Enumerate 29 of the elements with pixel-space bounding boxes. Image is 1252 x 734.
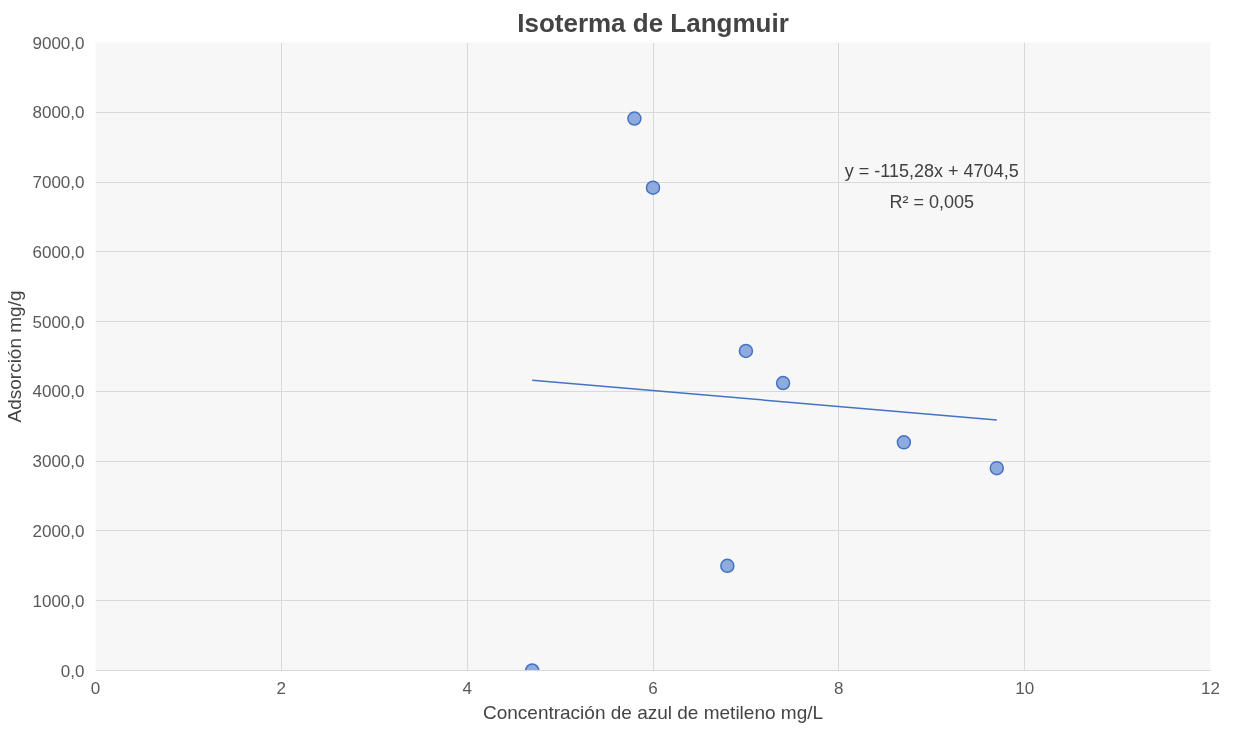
chart-title: Isoterma de Langmuir	[517, 7, 789, 38]
point	[738, 343, 754, 359]
y-axis-title: Adsorción mg/g	[3, 290, 25, 423]
point	[720, 558, 735, 574]
annotation: y = -115,28x + 4704,5	[844, 160, 1019, 181]
x-tick-label: 10	[1015, 678, 1035, 698]
y-tick-label: 9000,0	[32, 33, 85, 53]
x-tick-label: 2	[276, 678, 287, 698]
y-tick-label: 6000,0	[32, 242, 85, 262]
x-axis-title: Concentración de azul de metileno mg/L	[482, 701, 824, 723]
y-tick-label: 4000,0	[32, 382, 85, 402]
point	[896, 435, 912, 450]
point	[627, 111, 642, 126]
y-tick-label: 3000,0	[32, 452, 85, 472]
point	[775, 375, 791, 391]
x-tick-label: 12	[1201, 678, 1220, 698]
point	[645, 180, 661, 195]
y-tick-label: 8000,0	[32, 103, 85, 123]
point	[989, 460, 1005, 476]
y-tick-label: 5000,0	[32, 312, 85, 332]
x-tick-label: 0	[90, 678, 101, 698]
annotation: R² = 0,005	[889, 192, 975, 213]
y-tick-label: 7000,0	[32, 173, 85, 193]
x-tick-label: 6	[648, 678, 658, 698]
y-tick-label: 1000,0	[32, 591, 85, 611]
x-tick-label: 8	[834, 678, 844, 698]
y-tick-label: 0,0	[60, 661, 85, 681]
y-tick-label: 2000,0	[32, 521, 85, 541]
x-tick-label: 4	[462, 678, 472, 698]
